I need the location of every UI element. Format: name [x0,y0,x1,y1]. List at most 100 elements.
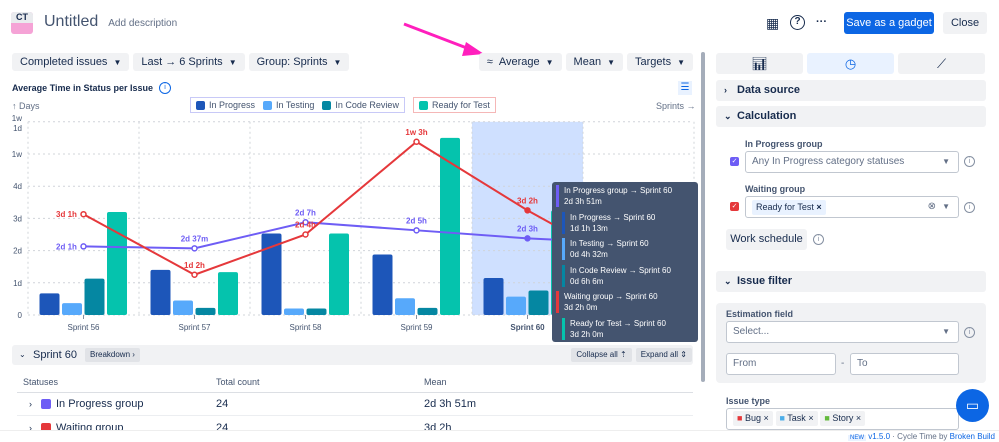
group-dropdown[interactable]: Group: Sprints ▼ [248,53,350,71]
save-as-gadget-button[interactable]: Save as a gadget [844,12,934,34]
help-icon[interactable]: ? [790,15,805,30]
waiting-group-select[interactable]: Ready for Test × ⊗ ▼ [745,196,959,218]
grid-icon[interactable]: ▦ [766,15,780,31]
legend-swatch [263,100,273,110]
work-schedule-button[interactable]: Work schedule [726,229,807,250]
chevron-down-icon: ⌄ [724,111,732,121]
legend-label[interactable]: Ready for Test [431,100,490,110]
status-color-swatch [41,399,51,409]
data-label: 1d 2h [184,261,205,270]
app-logo: CT [11,12,33,34]
issue-filter-section[interactable]: ⌄ Issue filter [716,271,986,292]
chevron-down-icon: ▼ [942,202,950,211]
legend-in-progress-group: In Progress In Testing In Code Review [190,97,405,113]
average-dropdown[interactable]: ≈ Average ▼ [478,53,562,71]
footer-version: NEW v1.5.0 · Cycle Time by Broken Build [848,432,995,441]
bar-in-code-review [417,307,438,315]
divider [17,415,693,416]
remove-icon[interactable]: × [816,202,822,212]
legend-swatch [196,100,205,110]
tab-time-in-status-chart[interactable]: ◷ [807,53,894,74]
legend-label[interactable]: In Code Review [335,100,399,110]
label: Calculation [737,110,797,122]
expand-all-button[interactable]: Expand all ⇕ [635,348,692,362]
info-icon[interactable]: i [813,234,824,245]
legend-label[interactable]: In Progress [209,100,256,110]
tooltip-title: In Testing → Sprint 60 [570,239,649,248]
trend-icon: ≈ [486,56,493,68]
issue-type-label: Issue type [726,396,771,406]
issue-type-select[interactable]: ■ Bug × ■ Task × ■ Story × [726,408,959,430]
estimation-field-select[interactable]: Select... ▼ [726,321,959,343]
x-tick-label: Sprint 59 [400,323,433,332]
tooltip-row: Waiting group → Sprint 60 3d 2h 0m [556,291,658,313]
y-axis-unit: ↑ Days [12,101,40,111]
calculation-section[interactable]: ⌄ Calculation [716,106,986,127]
info-icon[interactable]: i [964,327,975,338]
expand-row-icon[interactable]: › [29,423,32,433]
legend-label[interactable]: In Testing [276,100,315,110]
more-icon[interactable]: ··· [816,16,827,28]
chevron-down-icon: ▼ [545,57,554,67]
range-dash: - [841,358,845,369]
label: Last → 6 Sprints [141,56,223,68]
info-icon[interactable]: i [159,82,172,94]
footer-text: · Cycle Time by [892,432,948,441]
in-progress-checkbox[interactable]: ✓ [730,157,739,166]
label: Issue filter [737,275,793,287]
data-source-section[interactable]: › Data source [716,80,986,101]
page-title[interactable]: Untitled [44,13,99,30]
brand-link[interactable]: Broken Build [949,432,995,441]
to-input[interactable]: To [850,353,959,375]
from-input[interactable]: From [726,353,836,375]
tab-line-chart[interactable]: ⟋ [898,53,985,74]
version[interactable]: v1.5.0 [868,432,891,441]
bar-in-progress [372,254,393,315]
y-tick-label: 1d [13,279,22,288]
waiting-checkbox[interactable]: ✓ [730,202,739,211]
placeholder: Select... [733,326,770,337]
close-button[interactable]: Close [943,12,987,34]
chart-title-group: Average Time in Status per Issue i [12,82,172,94]
tooltip-row: In Progress → Sprint 60 1d 1h 13m [562,211,655,234]
tab-bar-chart[interactable]: 📊︎ [716,53,803,74]
tooltip-row: In Progress group → Sprint 60 2d 3h 51m [556,185,672,207]
in-progress-group-label: In Progress group [745,139,823,149]
tooltip-value: 3d 2h 0m [570,329,604,339]
toolbar-left: Completed issues ▼ Last → 6 Sprints ▼ Grou… [12,53,350,71]
toggle-table-icon[interactable]: ☰ [678,81,692,95]
bar-in-testing [395,298,415,315]
bar-in-testing [284,308,304,315]
expand-row-icon[interactable]: › [29,399,32,409]
value: Task [787,413,806,423]
bar-in-testing [62,303,82,315]
issue-type-chip: ■ Story × [820,411,866,426]
line-chart-icon: ⟋ [936,56,947,71]
info-icon[interactable]: i [964,202,975,213]
status-name: In Progress group [56,398,144,410]
targets-dropdown[interactable]: Targets ▼ [627,53,693,71]
sprints-range-dropdown[interactable]: Last → 6 Sprints ▼ [133,53,245,71]
info-icon[interactable]: i [964,156,975,167]
issue-type-chip: ■ Bug × [733,411,773,426]
collapse-all-button[interactable]: Collapse all ⇡ [571,348,632,362]
tooltip-title: Waiting group → Sprint 60 [564,292,658,301]
x-tick-label: Sprint 60 [510,323,545,332]
data-label: 2d 1h [56,242,77,251]
data-label: 2d 3h [517,224,538,233]
mean-dropdown[interactable]: Mean ▼ [565,53,623,71]
issues-filter-dropdown[interactable]: Completed issues ▼ [12,53,130,71]
clear-icon[interactable]: ⊗ [927,201,936,212]
chevron-right-icon: › [724,85,727,95]
chevron-down-icon: ▼ [228,57,237,67]
task-icon: ■ [779,413,785,423]
line-point [80,243,87,250]
expand-collapse-group: Collapse all ⇡ Expand all ⇕ [571,348,692,362]
description-input[interactable]: Add description [108,18,178,29]
chevron-down-icon[interactable]: ⌄ [19,350,26,359]
in-progress-group-select[interactable]: Any In Progress category statuses ▼ [745,151,959,173]
data-label: 3d 2h [517,196,538,205]
breakdown-button[interactable]: Breakdown › [85,348,140,362]
scrollbar[interactable] [701,52,705,382]
chat-icon[interactable]: ▭ [956,389,989,422]
